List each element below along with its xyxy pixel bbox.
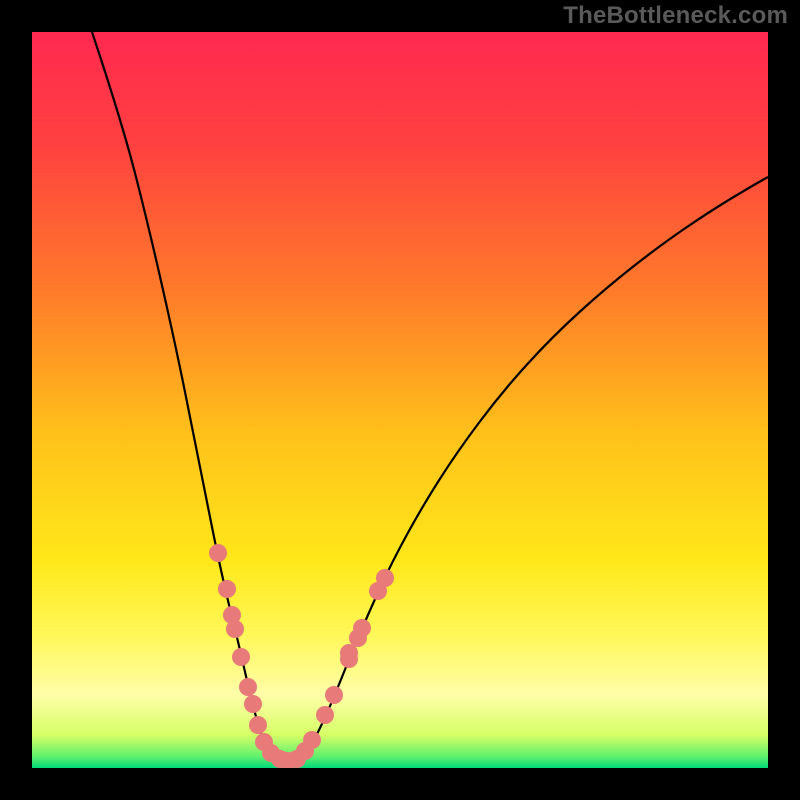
scatter-point <box>316 706 334 724</box>
scatter-point <box>325 686 343 704</box>
chart-canvas: TheBottleneck.com <box>0 0 800 800</box>
black-frame <box>0 0 800 800</box>
watermark-text: TheBottleneck.com <box>563 2 788 30</box>
scatter-point <box>232 648 250 666</box>
gradient-plot-area <box>32 32 768 768</box>
scatter-point <box>209 544 227 562</box>
scatter-point <box>353 619 371 637</box>
scatter-point <box>249 716 267 734</box>
chart-svg <box>0 0 800 800</box>
scatter-point <box>340 644 358 662</box>
scatter-point <box>223 606 241 624</box>
scatter-point <box>218 580 236 598</box>
scatter-point <box>244 695 262 713</box>
scatter-point <box>303 731 321 749</box>
scatter-point <box>239 678 257 696</box>
scatter-point <box>376 569 394 587</box>
